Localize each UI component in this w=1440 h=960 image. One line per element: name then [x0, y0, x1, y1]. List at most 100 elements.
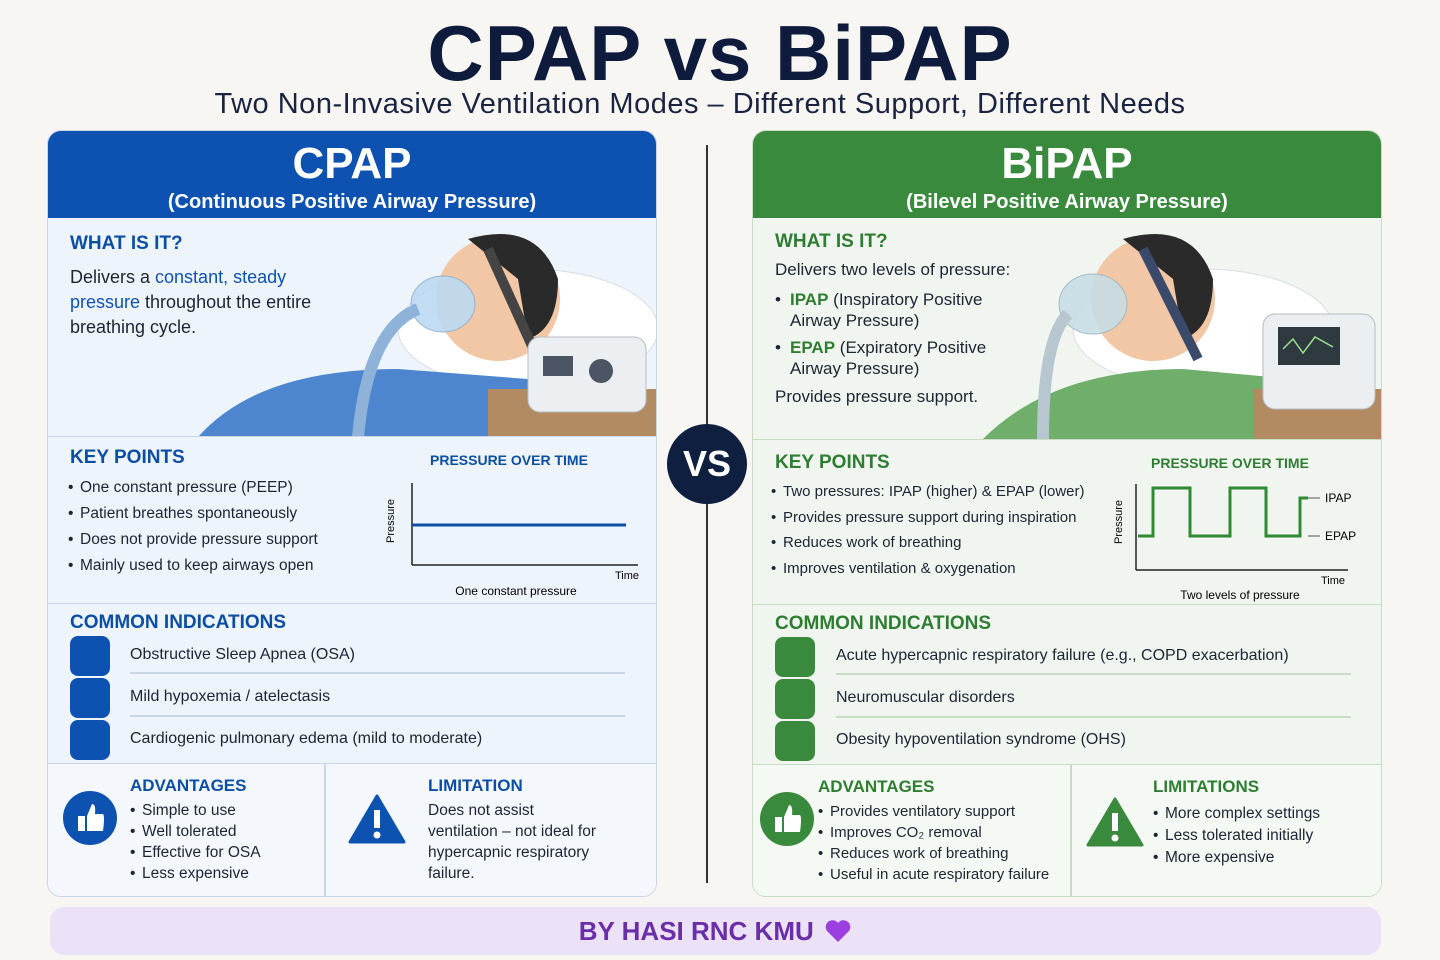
footer-text: BY HASI RNC KMU — [578, 916, 814, 946]
advantage: Well tolerated — [130, 821, 261, 842]
indication: Mild hypoxemia / atelectasis — [130, 688, 331, 705]
graph-caption: One constant pressure — [455, 584, 577, 598]
advantage: Effective for OSA — [130, 842, 261, 863]
section-heading: ADVANTAGES — [130, 776, 247, 795]
key-point: Two pressures: IPAP (higher) & EPAP (low… — [771, 479, 1085, 505]
key-point: Patient breathes spontaneously — [68, 501, 318, 527]
patient-illustration — [983, 234, 1381, 439]
mode-full-name: (Continuous Positive Airway Pressure) — [167, 191, 537, 213]
advantage: Reduces work of breathing — [818, 843, 1049, 864]
section-heading: WHAT IS IT? — [70, 233, 183, 254]
bipap-panel: BiPAP (Bilevel Positive Airway Pressure)… — [752, 130, 1382, 897]
highlight: constant, steady pressure — [70, 267, 287, 312]
advantage: Useful in acute respiratory failure — [818, 864, 1049, 885]
separator — [130, 672, 625, 674]
section-heading: KEY POINTS — [70, 447, 185, 468]
term-description: (Expiratory Positive Airway Pressure) — [790, 338, 987, 378]
mode-name: BiPAP — [1001, 139, 1133, 188]
mode-full-name: (Bilevel Positive Airway Pressure) — [906, 191, 1228, 213]
limitation: More complex settings — [1153, 803, 1320, 825]
key-point: Provides pressure support during inspira… — [771, 505, 1085, 531]
patient-illustration — [198, 234, 656, 437]
y-label: Pressure — [1113, 500, 1125, 544]
ipap-label: IPAP — [1325, 491, 1351, 505]
what-item: • EPAP (Expiratory Positive Airway Pressu… — [775, 338, 987, 378]
cpap-panel: CPAP (Continuous Positive Airway Pressur… — [47, 130, 657, 897]
key-points-section: KEY POINTS One constant pressure (PEEP) … — [48, 436, 656, 604]
x-label: Time — [1321, 575, 1345, 587]
term: EPAP — [790, 338, 836, 357]
heart-icon — [825, 920, 851, 942]
icon — [775, 679, 815, 719]
pressure-graph: PRESSURE OVER TIME Pressure Time One con… — [385, 452, 639, 598]
warning-icon — [348, 794, 406, 844]
text: throughout the entire breathing cycle. — [70, 292, 312, 337]
graph-title: PRESSURE OVER TIME — [430, 452, 588, 468]
advantage: Less expensive — [130, 863, 261, 884]
separator — [1070, 765, 1072, 896]
pressure-line — [1138, 486, 1308, 538]
advantages-section: ADVANTAGES Provides ventilatory support … — [753, 764, 1381, 896]
description: Delivers a constant, steady pressure thr… — [70, 265, 320, 340]
limitation: Less tolerated initially — [1153, 825, 1320, 847]
key-point: Mainly used to keep airways open — [68, 553, 318, 579]
section-heading: KEY POINTS — [775, 452, 890, 473]
section-heading: LIMITATIONS — [1153, 777, 1260, 796]
bipap-header: BiPAP (Bilevel Positive Airway Pressure) — [753, 131, 1381, 218]
section-heading: LIMITATION — [428, 776, 523, 795]
advantages: Simple to use Well tolerated Effective f… — [130, 800, 261, 884]
key-points-section: KEY POINTS Two pressures: IPAP (higher) … — [753, 439, 1381, 605]
description: Delivers two levels of pressure: — [775, 260, 1011, 279]
thumbs-up-icon — [760, 792, 814, 846]
advantage: Improves CO₂ removal — [818, 822, 1049, 843]
advantages: Provides ventilatory support Improves CO… — [818, 801, 1049, 885]
cpap-header: CPAP (Continuous Positive Airway Pressur… — [48, 131, 656, 218]
graph-caption: Two levels of pressure — [1180, 588, 1300, 602]
limitation-text: Does not assist ventilation – not ideal … — [428, 802, 597, 882]
subtitle: Two Non-Invasive Ventilation Modes – Dif… — [214, 88, 1186, 120]
separator — [324, 764, 326, 896]
indications-section: COMMON INDICATIONS Acute hypercapnic res… — [753, 604, 1381, 765]
icon — [70, 720, 110, 760]
icon — [70, 636, 110, 676]
graph-title: PRESSURE OVER TIME — [1151, 455, 1309, 471]
limitations: More complex settings Less tolerated ini… — [1153, 803, 1320, 869]
separator — [130, 715, 625, 717]
section-heading: COMMON INDICATIONS — [775, 613, 992, 634]
thumbs-up-icon — [63, 791, 117, 845]
indication: Obstructive Sleep Apnea (OSA) — [130, 646, 355, 663]
key-point: Reduces work of breathing — [771, 530, 1085, 556]
warning-icon — [1086, 797, 1144, 847]
key-points: One constant pressure (PEEP) Patient bre… — [68, 475, 318, 579]
key-point: Does not provide pressure support — [68, 527, 318, 553]
text: Delivers a — [70, 267, 156, 287]
description: Provides pressure support. — [775, 387, 979, 406]
divider — [706, 145, 708, 883]
title: CPAP vs BiPAP — [427, 9, 1013, 97]
section-heading: WHAT IS IT? — [775, 231, 888, 252]
vs-badge: VS — [667, 424, 747, 504]
what-item: • IPAP (Inspiratory Positive Airway Press… — [775, 290, 983, 330]
separator — [836, 673, 1351, 675]
key-points: Two pressures: IPAP (higher) & EPAP (low… — [771, 479, 1085, 581]
icon — [70, 678, 110, 718]
pressure-graph: PRESSURE OVER TIME IPAP EPAP Pressure Ti… — [1113, 455, 1356, 602]
indication: Neuromuscular disorders — [836, 689, 1015, 706]
indication: Cardiogenic pulmonary edema (mild to mod… — [130, 730, 483, 747]
indication: Obesity hypoventilation syndrome (OHS) — [836, 731, 1126, 748]
separator — [836, 716, 1351, 718]
term-description: (Inspiratory Positive Airway Pressure) — [790, 290, 983, 330]
advantages-section: ADVANTAGES Simple to use Well tolerated … — [48, 763, 656, 896]
indications-section: COMMON INDICATIONS Obstructive Sleep Apn… — [48, 603, 656, 764]
mode-name: CPAP — [292, 139, 412, 188]
section-heading: ADVANTAGES — [818, 777, 935, 796]
key-point: Improves ventilation & oxygenation — [771, 556, 1085, 582]
section-heading: COMMON INDICATIONS — [70, 612, 287, 633]
icon — [775, 721, 815, 761]
key-point: One constant pressure (PEEP) — [68, 475, 318, 501]
icon — [775, 637, 815, 677]
x-label: Time — [615, 570, 639, 582]
advantage: Simple to use — [130, 800, 261, 821]
epap-label: EPAP — [1325, 529, 1356, 543]
